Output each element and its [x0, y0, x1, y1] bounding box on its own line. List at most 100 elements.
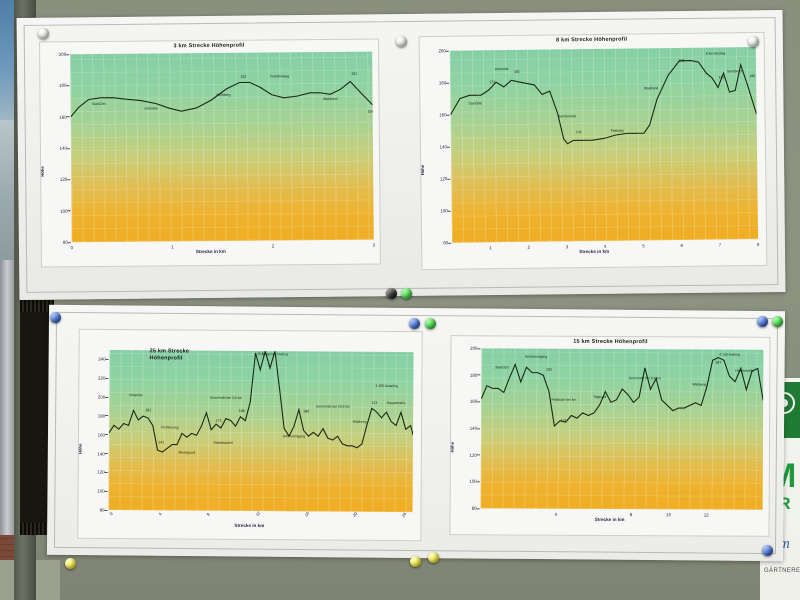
y-axis-tick: 200 — [470, 345, 478, 351]
y-axis-label: Höhe — [39, 165, 45, 177]
elevation-profile-line — [480, 356, 764, 428]
y-axis-tick: 180 — [438, 80, 447, 86]
elevation-chart-25km: 25 km Strecke Höhenprofil Ortsmitte 181 Fic… — [77, 328, 423, 542]
x-axis-tick: 24 — [400, 511, 408, 519]
x-axis-tick: 20 — [351, 511, 359, 518]
chart-annotation: Hauptstraße — [735, 368, 754, 374]
chart-annotation: 192 — [678, 58, 685, 63]
y-axis-tick: 180 — [469, 372, 478, 378]
chart-annotation: Start/Ziel — [468, 101, 483, 106]
chart-annotation: 4 100 Anstieg — [719, 352, 740, 358]
chart-annotation: Mühlberg — [216, 93, 231, 98]
y-axis: 240 220 200 180 160 140 120 100 80 — [78, 350, 106, 513]
pin-mid-green[interactable] — [401, 288, 412, 299]
chart-annotation: 186 — [238, 409, 245, 414]
pin-top-left[interactable] — [38, 28, 49, 39]
y-axis-tick: 80 — [99, 507, 105, 513]
advert-footer-text: GÄRTNEREI — [764, 568, 800, 574]
elevation-profile-line — [70, 80, 373, 118]
chart-annotation: 181 — [351, 71, 358, 76]
y-axis-tick: 140 — [97, 450, 105, 457]
chart-annotation: 173 — [215, 418, 222, 423]
y-axis-tick: 180 — [97, 413, 106, 419]
x-axis-tick: 4 — [157, 511, 163, 517]
y-axis-tick: 200 — [438, 48, 446, 54]
chart-annotation: 181 — [145, 408, 152, 413]
chart-annotation: Waldweg — [692, 382, 707, 387]
x-axis-tick: 16 — [302, 510, 310, 518]
plot-area: Start/Ziel Ortsdurchgang 181 Feldbach bei k… — [480, 348, 764, 510]
chart-annotation: Feldweg — [610, 128, 624, 133]
plot-area: Start/Ziel Ortsmitte Mühlberg 181 Friedhofwe… — [70, 51, 374, 243]
chart-annotation: 141 — [560, 418, 567, 423]
x-axis-label: Strecke in km — [234, 522, 265, 529]
chart-annotation: Ortsdurchgang — [524, 354, 548, 359]
pin-mid-black[interactable] — [386, 288, 397, 299]
chart-annotation: 181 — [546, 367, 553, 373]
y-axis-tick: 160 — [469, 399, 478, 405]
pin-bottom-left-yellow[interactable] — [65, 558, 76, 569]
y-axis: 200 180 160 140 120 100 80 — [451, 345, 478, 511]
chart-title-8km: 8 km Strecke Höhenprofil — [556, 36, 628, 44]
y-axis-tick: 200 — [58, 51, 67, 57]
chart-title-3km: 3 km Strecke Höhenprofil — [173, 42, 245, 50]
plot-area: Ortsmitte 181 Fichtenweg 141 Moorgrund Steinb… — [108, 350, 414, 513]
y-axis-tick: 160 — [97, 432, 106, 438]
x-axis-tick: 0 — [108, 511, 114, 517]
y-axis-tick: 140 — [59, 145, 67, 151]
chart-title-15km: 15 km Strecke Höhenprofil — [573, 338, 648, 346]
chart-annotation: Ortsmitte — [494, 67, 509, 72]
chart-annotation: Bachbrücke — [558, 114, 577, 119]
pin-mid-green-2[interactable] — [425, 318, 436, 329]
x-axis-tick: 8 — [205, 511, 212, 517]
y-axis-tick: 100 — [60, 208, 68, 214]
pin-bottom-mid-yellow-2[interactable] — [428, 552, 439, 563]
y-axis: 200 180 160 140 120 100 80 — [40, 51, 68, 245]
chart-title-25km: 25 km Strecke Höhenprofil — [149, 348, 190, 362]
pin-left-blue[interactable] — [50, 312, 61, 323]
chart-annotation: 141 — [575, 130, 582, 135]
chart-annotation: 113 — [371, 400, 378, 405]
y-axis-label: Höhe — [419, 164, 426, 176]
y-axis-tick: 80 — [443, 240, 449, 246]
chart-annotation: 173 — [489, 80, 496, 85]
pin-top-right-2[interactable] — [748, 36, 759, 47]
y-axis-tick: 120 — [439, 176, 448, 182]
pin-bottom-right-blue[interactable] — [762, 545, 773, 556]
chart-annotation: Waldrand — [323, 96, 338, 102]
chart-annotation: 166 — [367, 109, 374, 114]
chart-annotation: Friedhofweg — [270, 73, 290, 78]
pin-mid-blue[interactable] — [409, 318, 420, 329]
chart-annotation: Moorgrund — [178, 450, 195, 455]
pin-top-right-1[interactable] — [396, 36, 407, 47]
chart-annotation: Fichtenweg — [161, 425, 179, 430]
chart-annotation: Steinbüschel — [213, 440, 233, 446]
y-axis-tick: 180 — [59, 83, 67, 89]
chart-annotation: Gemeinde bei 18,4 km — [315, 404, 351, 409]
pin-bottom-mid-yellow[interactable] — [410, 556, 421, 567]
y-axis-tick: 100 — [469, 479, 477, 485]
chart-annotation: Gemeinde bei 3,6 km — [209, 395, 243, 400]
chart-annotation: 187 — [715, 360, 722, 365]
y-axis-tick: 160 — [59, 114, 67, 120]
elevation-chart-15km: 15 km Strecke Höhenprofil Start/Ziel Orts… — [449, 335, 771, 537]
y-axis-tick: 80 — [471, 505, 477, 511]
y-axis-tick: 140 — [439, 144, 447, 150]
chart-annotation: Ortsmitte — [129, 393, 143, 398]
y-axis-tick: 80 — [62, 239, 68, 245]
y-axis-label: Höhe — [449, 442, 455, 453]
chart-annotation: 181 — [718, 75, 725, 80]
elevation-chart-3km: 3 km Strecke Höhenprofil Start/Ziel Ortsm… — [39, 38, 381, 268]
chart-annotation: Gemeinde bei 8,8 km — [628, 376, 661, 381]
chart-annotation: 181 — [513, 70, 520, 75]
chart-annotation: 186 — [749, 73, 756, 78]
y-axis-tick: 120 — [97, 469, 105, 475]
pin-right-green[interactable] — [772, 316, 783, 327]
chart-annotation: 6 km Anstieg — [705, 51, 726, 57]
y-axis-tick: 100 — [440, 208, 448, 214]
y-axis-tick: 140 — [469, 425, 478, 431]
pin-right-blue[interactable] — [757, 316, 768, 327]
y-axis-tick: 120 — [469, 452, 477, 458]
elevation-profile-line — [108, 350, 414, 453]
